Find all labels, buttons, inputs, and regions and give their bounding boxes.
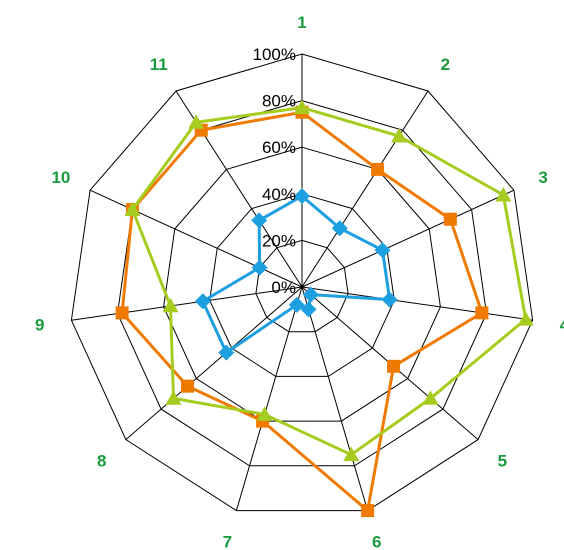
- series-2-point-5: [387, 359, 401, 373]
- category-label-9: 9: [35, 316, 44, 335]
- tick-label-20: 20%: [262, 231, 296, 250]
- series-1-point-9: [194, 293, 211, 310]
- grid-spoke-6: [301, 286, 369, 511]
- category-label-5: 5: [498, 452, 507, 471]
- grid-spoke-4: [301, 286, 533, 321]
- series-2-point-2: [371, 162, 385, 176]
- series-2-point-4: [475, 306, 489, 320]
- tick-label-80: 80%: [262, 92, 296, 111]
- series-3-point-8: [165, 390, 182, 405]
- tick-label-0: 0%: [271, 278, 296, 297]
- series-3-point-1: [294, 99, 310, 114]
- series-3-point-4: [517, 311, 534, 326]
- series-3-point-3: [495, 187, 512, 202]
- category-label-11: 11: [150, 55, 168, 74]
- category-label-6: 6: [372, 532, 381, 550]
- radar-grid: [70, 53, 534, 512]
- radial-axis-ticks: 0% 20% 40% 60% 80% 100%: [253, 45, 296, 297]
- series-1-point-10: [251, 259, 268, 276]
- grid-ring-2: [209, 193, 395, 377]
- category-label-7: 7: [223, 532, 232, 550]
- series-1-point-6: [300, 301, 317, 318]
- category-label-8: 8: [97, 452, 106, 471]
- series-3-line: [130, 106, 528, 457]
- series-1-point-5: [302, 286, 319, 303]
- series-1-point-3: [374, 242, 391, 259]
- category-label-1: 1: [297, 13, 306, 32]
- series-3-point-9: [162, 297, 179, 313]
- grid-spoke-8: [125, 286, 303, 440]
- tick-label-60: 60%: [262, 138, 296, 157]
- grid-spoke-7: [235, 286, 303, 511]
- category-label-3: 3: [538, 168, 547, 187]
- grid-spoke-2: [301, 90, 429, 288]
- series-1-point-11: [251, 212, 268, 229]
- series-1: [194, 188, 398, 361]
- grid-ring-3: [163, 146, 441, 422]
- grid-spoke-3: [301, 189, 515, 288]
- grid-spoke-10: [89, 189, 303, 288]
- series-3-point-10: [124, 201, 141, 216]
- series-1-point-1: [294, 188, 310, 205]
- series-3-point-5: [422, 390, 439, 405]
- radar-series-group: [115, 99, 534, 518]
- series-1-point-8: [218, 344, 235, 361]
- series-3: [124, 99, 534, 462]
- series-1-point-7: [288, 296, 305, 313]
- category-label-4: 4: [560, 316, 564, 335]
- series-3-point-11: [188, 114, 205, 129]
- series-2-point-6: [361, 504, 375, 518]
- series-3-point-7: [256, 406, 273, 421]
- grid-spoke-9: [71, 286, 303, 321]
- category-label-10: 10: [51, 168, 70, 187]
- grid-ring-5: [70, 53, 534, 512]
- series-2-point-8: [181, 379, 195, 393]
- category-labels: 1 2 3 4 5 6 7 8 9 10 11: [35, 13, 564, 550]
- series-1-point-4: [381, 291, 398, 308]
- series-3-point-6: [343, 446, 360, 462]
- series-1-point-2: [331, 220, 348, 237]
- series-2-point-3: [443, 212, 457, 226]
- tick-label-100: 100%: [253, 45, 296, 64]
- category-label-2: 2: [441, 55, 450, 74]
- series-3-point-2: [390, 128, 407, 143]
- tick-label-40: 40%: [262, 185, 296, 204]
- series-2-point-9: [115, 306, 129, 320]
